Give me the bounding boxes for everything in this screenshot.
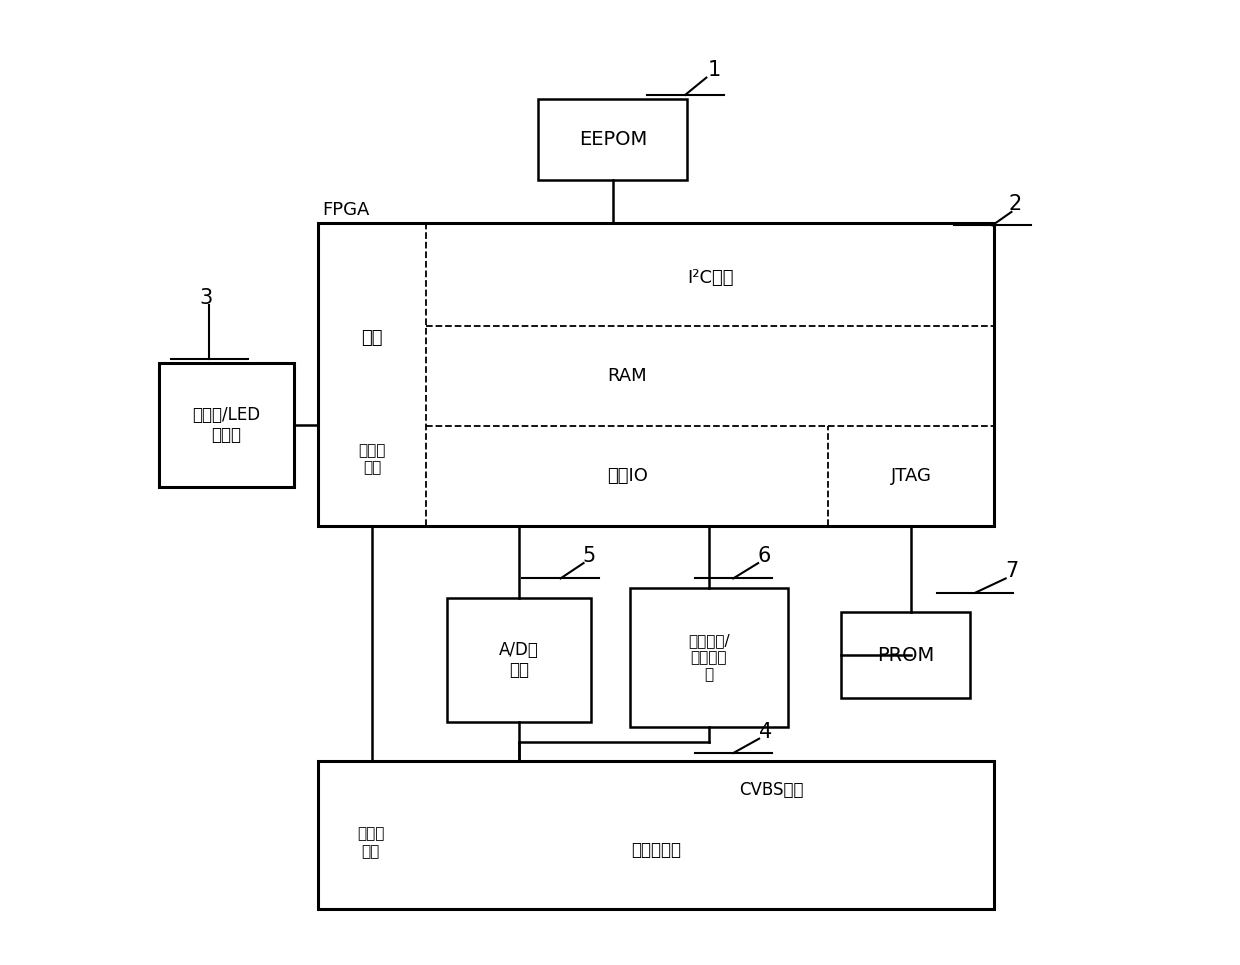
Bar	[448, 597, 591, 723]
Bar	[317, 760, 994, 909]
Text: EEPOM: EEPOM	[579, 130, 647, 149]
Text: 3: 3	[198, 289, 212, 308]
Text: PROM: PROM	[877, 646, 934, 665]
Text: 被测机顶盒: 被测机顶盒	[631, 841, 681, 859]
Bar	[630, 588, 787, 728]
Text: 以太网
接口: 以太网 接口	[358, 443, 386, 476]
Text: 4: 4	[759, 722, 773, 742]
Bar	[841, 612, 970, 699]
Text: RAM: RAM	[608, 367, 647, 385]
Text: 7: 7	[1004, 561, 1018, 581]
Text: 6: 6	[758, 546, 770, 566]
Text: I²C接口: I²C接口	[687, 269, 733, 287]
Text: A/D转
换器: A/D转 换器	[500, 641, 539, 679]
Text: 行场同步/
行计数电
路: 行场同步/ 行计数电 路	[688, 633, 729, 682]
Text: CVBS输出: CVBS输出	[739, 782, 804, 799]
Text: JTAG: JTAG	[890, 467, 931, 484]
Text: 串口: 串口	[361, 329, 383, 347]
Text: 上位机/LED
显示器: 上位机/LED 显示器	[192, 405, 260, 444]
Bar	[160, 363, 294, 487]
Text: 通用IO: 通用IO	[606, 467, 647, 484]
Bar	[538, 98, 687, 180]
Text: 1: 1	[707, 60, 720, 80]
Text: FPGA: FPGA	[322, 201, 370, 219]
Bar	[317, 224, 994, 526]
Text: 以太网
接口: 以太网 接口	[357, 826, 384, 859]
Text: 5: 5	[583, 546, 596, 566]
Text: 2: 2	[1008, 194, 1022, 214]
